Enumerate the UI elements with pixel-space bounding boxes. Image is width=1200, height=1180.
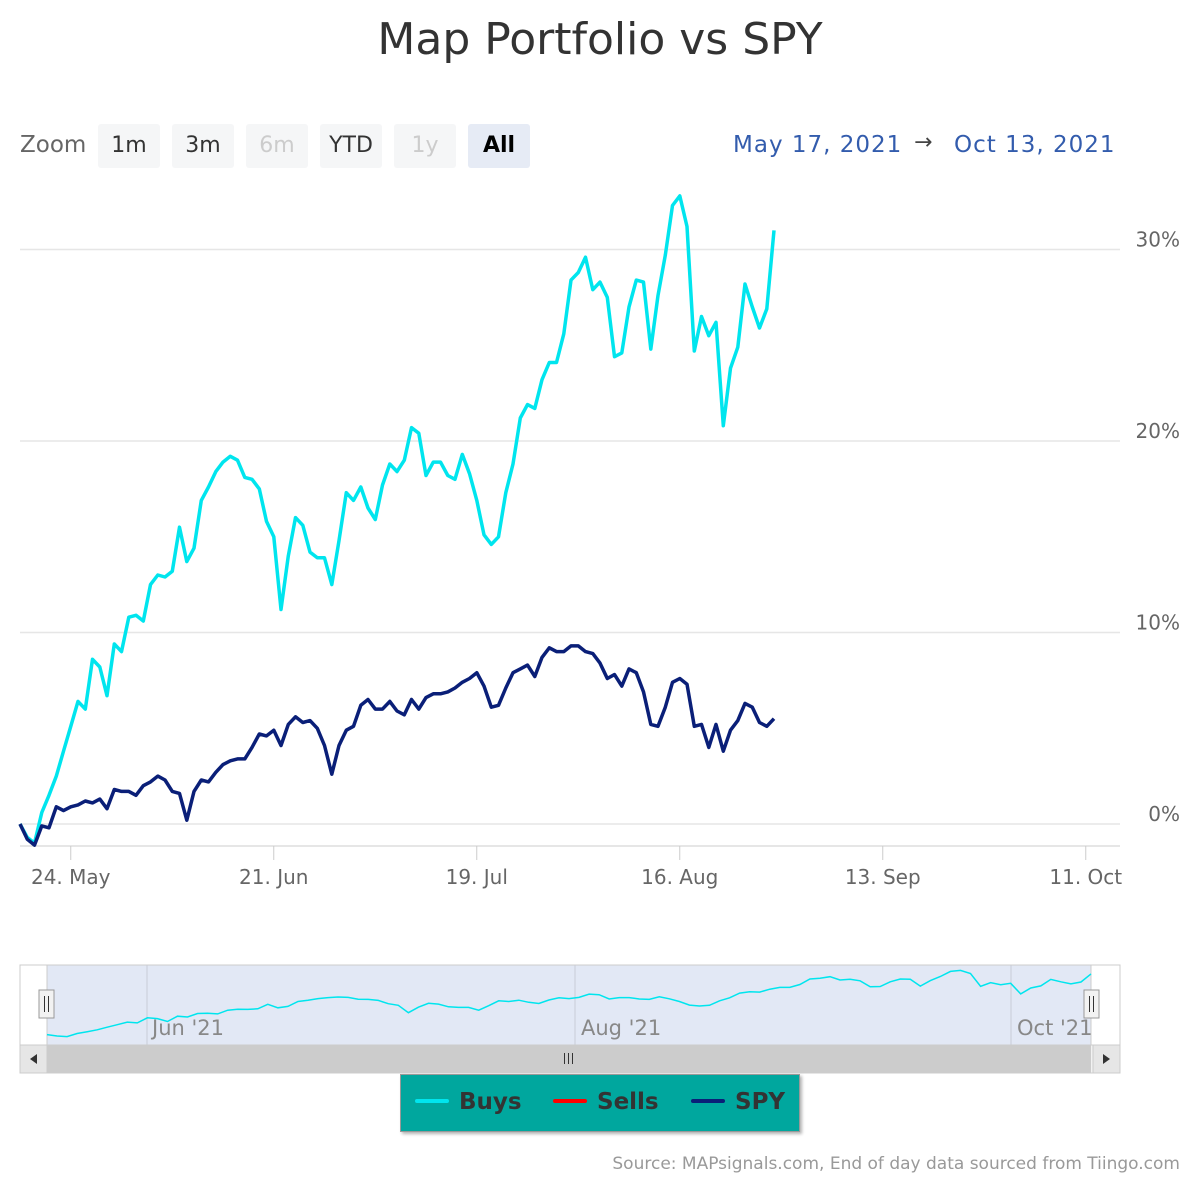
- zoom-1y-button[interactable]: 1y: [394, 124, 456, 168]
- zoom-6m-button[interactable]: 6m: [246, 124, 308, 168]
- x-axis-ticks: 24. May 21. Jun 19. Jul 16. Aug 13. Sep 11. O…: [31, 846, 1122, 889]
- navigator-label-aug: Aug '21: [581, 1016, 661, 1040]
- navigator-label-jun: Jun '21: [150, 1016, 224, 1040]
- navigator-series: [46, 969, 1092, 1038]
- x-tick-label: 16. Aug: [641, 865, 718, 889]
- chart-title: Map Portfolio vs SPY: [377, 14, 823, 65]
- legend-label-sells: Sells: [597, 1089, 659, 1115]
- x-tick-label: 11. Oct: [1049, 865, 1122, 889]
- credits[interactable]: Source: MAPsignals.com, End of day data …: [612, 1154, 1180, 1174]
- legend-swatch-spy: [691, 1099, 725, 1103]
- legend-swatch-sells: [553, 1099, 587, 1103]
- series-line-spy: [18, 644, 776, 847]
- legend-swatch-buys: [415, 1099, 449, 1103]
- grip-lines-icon[interactable]: [564, 1053, 573, 1064]
- handle-grip-icon[interactable]: [38, 989, 55, 1019]
- x-tick-label: 19. Jul: [446, 865, 508, 889]
- y-tick-label: 10%: [1136, 611, 1180, 635]
- y-tick-label: 30%: [1136, 228, 1180, 252]
- zoom-3m-button[interactable]: 3m: [172, 124, 234, 168]
- zoom-all-button[interactable]: All: [468, 124, 530, 168]
- range-arrow: →: [914, 130, 933, 155]
- navigator-label-oct: Oct '21: [1017, 1016, 1092, 1040]
- handle-grip-icon[interactable]: [1083, 989, 1100, 1019]
- legend-item-sells[interactable]: Sells: [553, 1087, 659, 1117]
- y-tick-label: 0%: [1148, 802, 1180, 826]
- y-tick-label: 20%: [1136, 419, 1180, 443]
- triangle-left-icon[interactable]: [30, 1054, 37, 1064]
- series-line-buys: [18, 194, 776, 845]
- grid-lines: [20, 248, 1120, 825]
- legend-item-spy[interactable]: SPY: [691, 1087, 785, 1117]
- x-tick-label: 21. Jun: [239, 865, 308, 889]
- y-axis-labels: 0% 10% 20% 30%: [1136, 228, 1180, 827]
- x-tick-label: 13. Sep: [845, 865, 921, 889]
- zoom-ytd-button[interactable]: YTD: [320, 124, 382, 168]
- triangle-right-icon[interactable]: [1103, 1054, 1110, 1064]
- plot-series: [18, 194, 776, 847]
- navigator-left-handle[interactable]: [38, 989, 55, 1019]
- x-tick-label: 24. May: [31, 865, 111, 889]
- legend-item-buys[interactable]: Buys: [415, 1087, 522, 1117]
- legend: Buys Sells SPY: [400, 1074, 800, 1132]
- legend-label-spy: SPY: [735, 1089, 786, 1115]
- navigator-right-handle[interactable]: [1083, 989, 1100, 1019]
- zoom-label: Zoom: [20, 132, 87, 158]
- zoom-1m-button[interactable]: 1m: [98, 124, 160, 168]
- navigator-line-buys: [46, 969, 1092, 1038]
- range-to-input[interactable]: Oct 13, 2021: [954, 132, 1116, 158]
- legend-label-buys: Buys: [459, 1089, 522, 1115]
- range-from-input[interactable]: May 17, 2021: [733, 132, 903, 158]
